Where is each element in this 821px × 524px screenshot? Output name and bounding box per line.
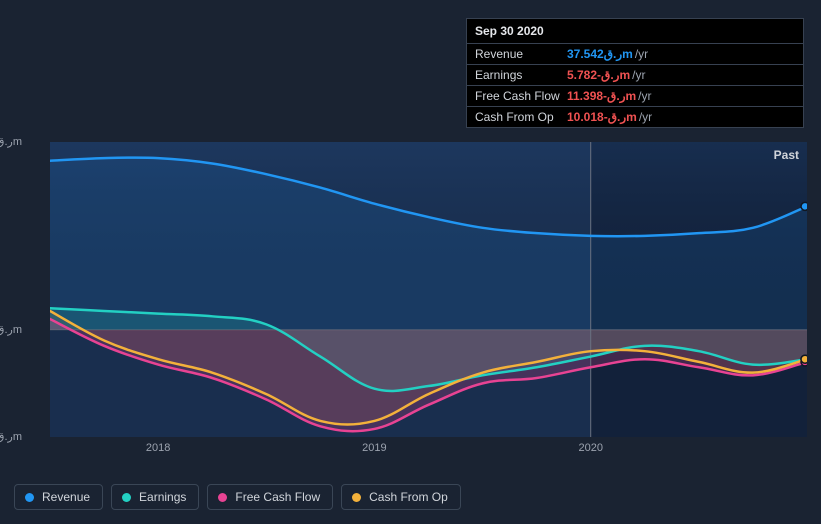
legend-label: Revenue <box>42 490 90 504</box>
tooltip-row-label: Earnings <box>475 68 567 82</box>
legend-item[interactable]: Cash From Op <box>341 484 461 510</box>
tooltip-date: Sep 30 2020 <box>467 19 803 44</box>
tooltip-row-unit: /yr <box>638 89 651 103</box>
tooltip-row: Revenueر.ق37.542m /yr <box>467 44 803 65</box>
tooltip-row-value: ر.ق-5.782m <box>567 68 630 82</box>
tooltip-row-unit: /yr <box>632 68 645 82</box>
legend-item[interactable]: Revenue <box>14 484 103 510</box>
series-end-dot <box>801 202 807 210</box>
legend-dot-icon <box>218 493 227 502</box>
tooltip-row-label: Cash From Op <box>475 110 567 124</box>
tooltip-row: Earningsر.ق-5.782m /yr <box>467 65 803 86</box>
chart-legend: Revenue Earnings Free Cash Flow Cash From O… <box>14 484 461 510</box>
legend-label: Free Cash Flow <box>235 490 320 504</box>
x-axis-label: 2019 <box>362 442 386 454</box>
plot-area[interactable]: Past <box>50 142 807 437</box>
legend-dot-icon <box>122 493 131 502</box>
tooltip-row-value: ر.ق37.542m <box>567 47 633 61</box>
financials-chart: ر.ق70mر.ق0m-ر.ق40m Past 201820192020 <box>14 120 807 480</box>
legend-dot-icon <box>25 493 34 502</box>
tooltip-row-label: Free Cash Flow <box>475 89 567 103</box>
tooltip-row: Free Cash Flowر.ق-11.398m /yr <box>467 86 803 107</box>
legend-item[interactable]: Free Cash Flow <box>207 484 333 510</box>
chart-tooltip: Sep 30 2020 Revenueر.ق37.542m /yrEarning… <box>466 18 804 128</box>
y-axis-label: ر.ق0m <box>0 323 22 336</box>
series-end-dot <box>801 355 807 363</box>
tooltip-row-unit: /yr <box>635 47 648 61</box>
y-axis-label: -ر.ق40m <box>0 430 22 443</box>
x-axis-label: 2018 <box>146 442 170 454</box>
legend-item[interactable]: Earnings <box>111 484 199 510</box>
legend-label: Earnings <box>139 490 186 504</box>
tooltip-row-value: ر.ق-11.398m <box>567 89 636 103</box>
legend-label: Cash From Op <box>369 490 448 504</box>
tooltip-row: Cash From Opر.ق-10.018m /yr <box>467 107 803 127</box>
tooltip-row-unit: /yr <box>639 110 652 124</box>
past-label: Past <box>774 148 799 162</box>
tooltip-row-label: Revenue <box>475 47 567 61</box>
legend-dot-icon <box>352 493 361 502</box>
y-axis-label: ر.ق70m <box>0 135 22 148</box>
x-axis-label: 2020 <box>578 442 602 454</box>
tooltip-row-value: ر.ق-10.018m <box>567 110 637 124</box>
